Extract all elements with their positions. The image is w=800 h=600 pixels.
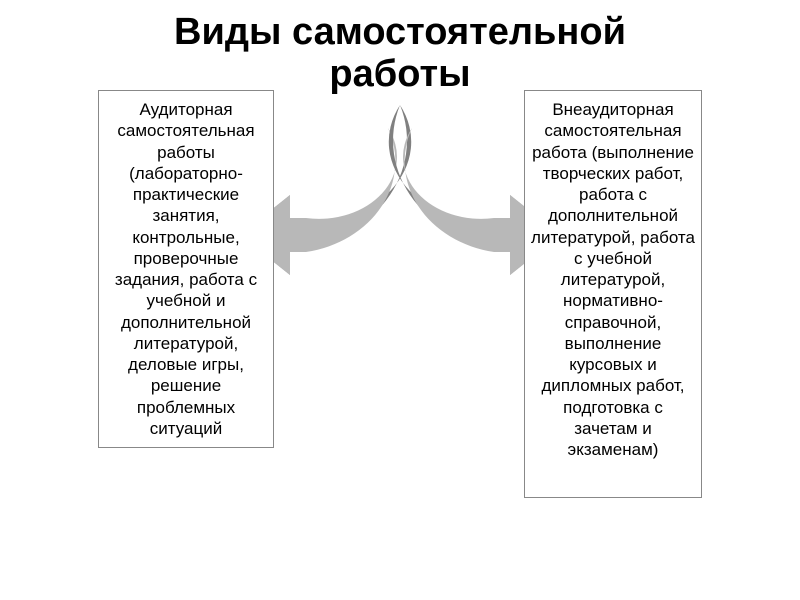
title-line1: Виды самостоятельной [174,11,626,53]
page-title: Виды самостоятельной работы [0,12,800,96]
title-line2: работы [329,53,470,95]
left-box-text: Аудиторная самостоятельная работы (лабор… [115,100,257,438]
right-box: Внеаудиторная самостоятельная работа (вы… [524,90,702,498]
left-box: Аудиторная самостоятельная работы (лабор… [98,90,274,448]
right-box-text: Внеаудиторная самостоятельная работа (вы… [531,100,695,459]
